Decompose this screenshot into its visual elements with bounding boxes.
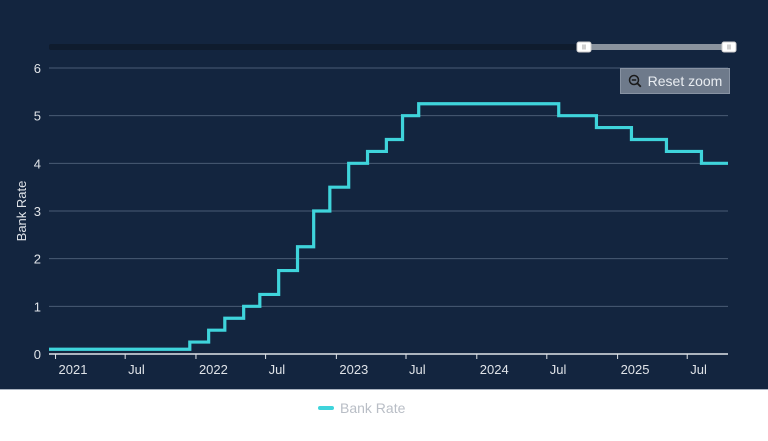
y-axis-title: Bank Rate xyxy=(14,181,29,242)
reset-zoom-button[interactable]: Reset zoom xyxy=(620,68,730,94)
chart-panel: 0 1 2 3 4 5 6 Bank Rate 2021 Jul 2022 Jul 2023 Jul 202… xyxy=(0,0,768,390)
navigator-handle-right[interactable] xyxy=(721,41,737,53)
svg-text:Jul: Jul xyxy=(269,362,286,377)
svg-text:2023: 2023 xyxy=(339,362,368,377)
svg-text:0: 0 xyxy=(34,347,41,362)
svg-text:Jul: Jul xyxy=(128,362,145,377)
x-axis: 2021 Jul 2022 Jul 2023 Jul 2024 Jul 2025 Jul xyxy=(49,353,728,377)
zoom-out-icon xyxy=(628,74,642,88)
svg-text:Jul: Jul xyxy=(690,362,707,377)
svg-text:6: 6 xyxy=(34,61,41,76)
legend-swatch xyxy=(318,406,334,410)
svg-text:5: 5 xyxy=(34,109,41,124)
navigator-handle-left[interactable] xyxy=(576,41,592,53)
svg-text:2021: 2021 xyxy=(59,362,88,377)
range-navigator[interactable] xyxy=(49,41,737,53)
y-axis: 0 1 2 3 4 5 6 Bank Rate xyxy=(14,61,728,362)
legend-label: Bank Rate xyxy=(340,400,406,416)
svg-text:2: 2 xyxy=(34,252,41,267)
svg-text:Jul: Jul xyxy=(550,362,567,377)
svg-text:Jul: Jul xyxy=(409,362,426,377)
legend-item-bank-rate[interactable]: Bank Rate xyxy=(318,400,405,416)
reset-zoom-label: Reset zoom xyxy=(647,73,723,89)
svg-text:2024: 2024 xyxy=(480,362,509,377)
svg-text:3: 3 xyxy=(34,204,41,219)
svg-text:4: 4 xyxy=(34,156,41,171)
svg-text:2025: 2025 xyxy=(621,362,650,377)
svg-text:1: 1 xyxy=(34,299,41,314)
series-line-bank-rate[interactable] xyxy=(49,102,728,351)
svg-text:2022: 2022 xyxy=(199,362,228,377)
